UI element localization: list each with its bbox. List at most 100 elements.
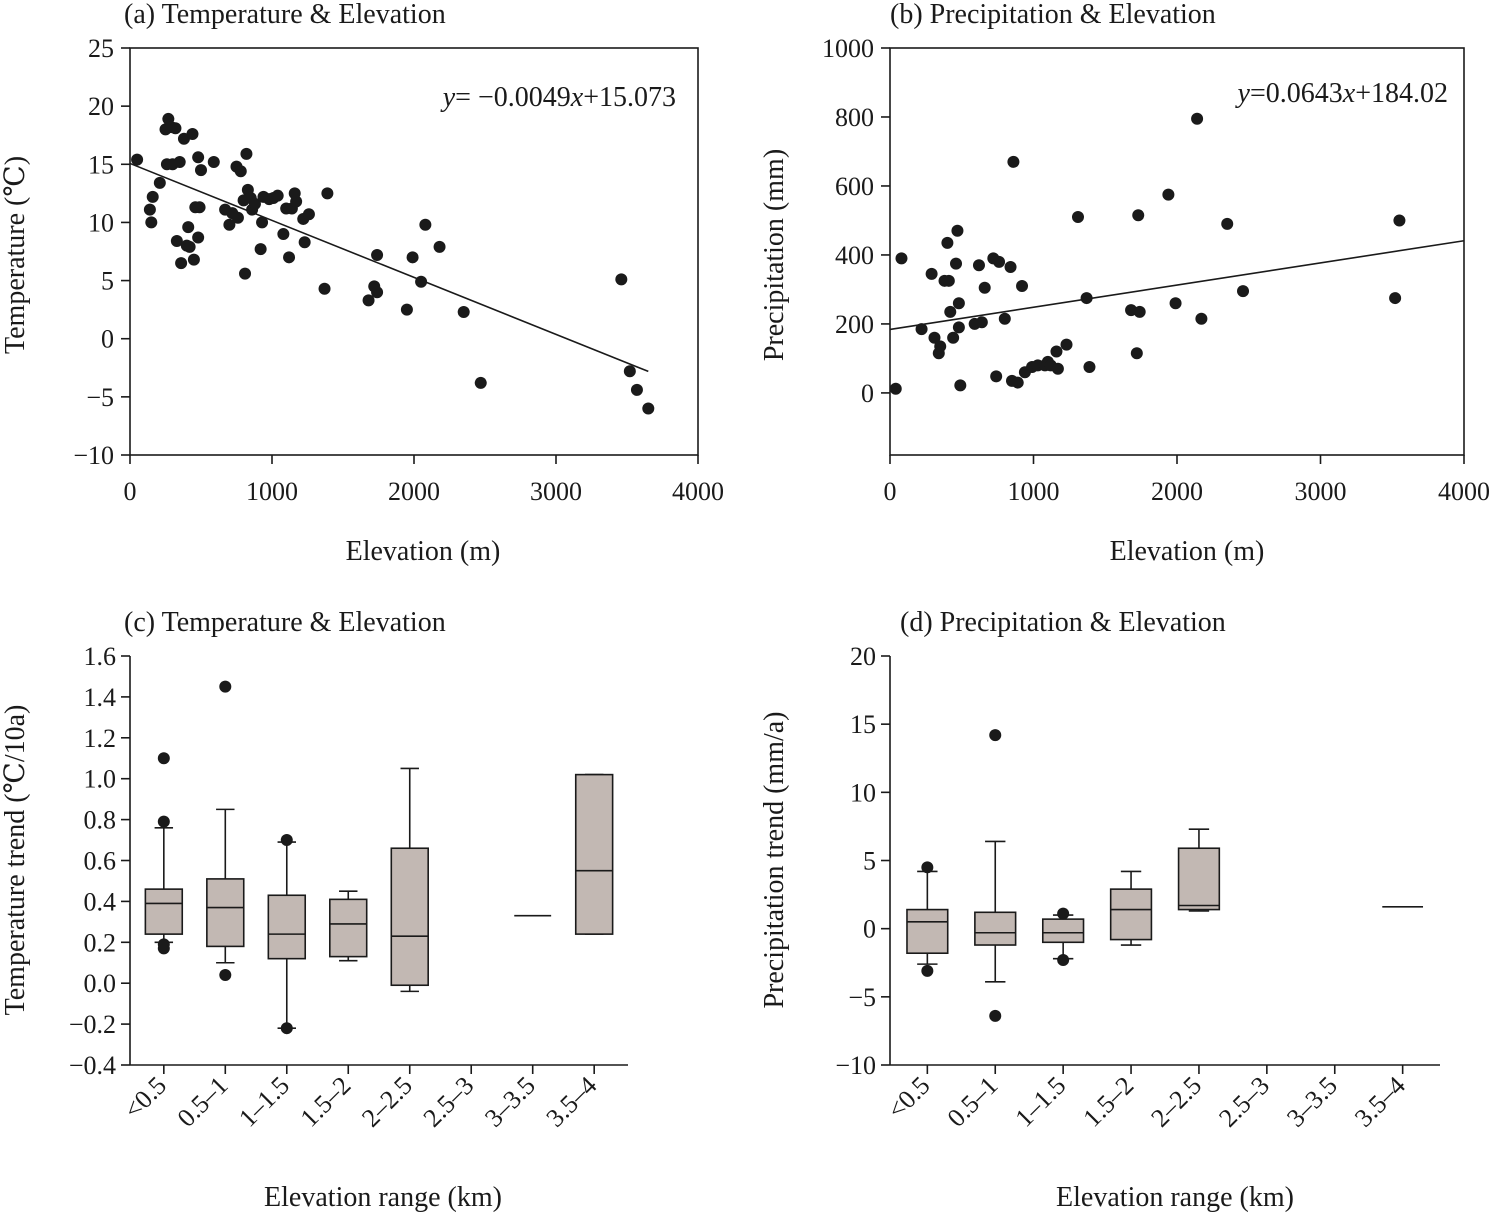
data-point bbox=[1162, 188, 1175, 201]
data-point bbox=[474, 376, 487, 389]
data-point bbox=[419, 218, 432, 231]
data-point bbox=[193, 201, 206, 214]
data-point bbox=[254, 243, 267, 256]
y-tick-label: 20 bbox=[850, 642, 876, 671]
y-tick-label: 0.6 bbox=[84, 847, 117, 876]
box-iqr bbox=[329, 898, 368, 958]
data-point bbox=[192, 151, 205, 164]
x-tick-label: 2.5–3 bbox=[1213, 1071, 1275, 1133]
outlier-point bbox=[989, 1009, 1002, 1022]
outlier-point bbox=[157, 938, 170, 951]
data-point bbox=[415, 275, 428, 288]
outlier-point bbox=[280, 834, 293, 847]
data-point bbox=[143, 203, 156, 216]
data-point bbox=[928, 331, 941, 344]
data-point bbox=[173, 155, 186, 168]
x-tick-label: 3000 bbox=[530, 477, 582, 506]
y-tick-label: 600 bbox=[835, 172, 874, 201]
data-point bbox=[993, 255, 1006, 268]
x-tick-label: 3–3.5 bbox=[1281, 1071, 1343, 1133]
data-point bbox=[1016, 279, 1029, 292]
outlier-point bbox=[219, 969, 232, 982]
y-tick-label: 0 bbox=[101, 325, 114, 354]
data-point bbox=[623, 365, 636, 378]
y-tick-label: 20 bbox=[88, 92, 114, 121]
data-point bbox=[234, 165, 247, 178]
box-iqr bbox=[206, 878, 245, 948]
data-point bbox=[1050, 345, 1063, 358]
y-tick-label: −0.2 bbox=[69, 1010, 116, 1039]
y-tick-label: 15 bbox=[88, 150, 114, 179]
data-point bbox=[1060, 338, 1073, 351]
panel-c-temperature-trend-box: (c) Temperature & Elevation Elevation ra… bbox=[0, 607, 628, 1213]
data-point bbox=[1393, 214, 1406, 227]
box-iqr bbox=[267, 894, 307, 960]
panel-a-ylabel: Temperature (℃) bbox=[0, 156, 31, 354]
data-point bbox=[371, 248, 384, 261]
panel-d-ylabel: Precipitation trend (mm/a) bbox=[759, 711, 790, 1008]
data-point bbox=[998, 312, 1011, 325]
y-tick-label: 25 bbox=[88, 34, 114, 63]
data-point bbox=[889, 382, 902, 395]
data-point bbox=[302, 208, 315, 221]
data-point bbox=[457, 305, 470, 318]
box-iqr bbox=[574, 773, 614, 935]
data-point bbox=[400, 303, 413, 316]
data-point bbox=[239, 267, 252, 280]
y-tick-label: 10 bbox=[850, 778, 876, 807]
y-tick-label: 200 bbox=[835, 310, 874, 339]
data-point bbox=[1221, 217, 1234, 230]
data-point bbox=[186, 128, 199, 141]
box-iqr bbox=[390, 847, 429, 987]
data-point bbox=[256, 216, 269, 229]
data-point bbox=[175, 257, 188, 270]
y-tick-label: 1.0 bbox=[84, 765, 117, 794]
x-tick-label: 2–2.5 bbox=[356, 1071, 418, 1133]
y-tick-label: 10 bbox=[88, 208, 114, 237]
data-point bbox=[951, 224, 964, 237]
data-point bbox=[944, 305, 957, 318]
data-point bbox=[615, 273, 628, 286]
data-point bbox=[1007, 155, 1020, 168]
data-point bbox=[321, 187, 334, 200]
data-point bbox=[942, 274, 955, 287]
data-point bbox=[145, 216, 158, 229]
plot-frame bbox=[889, 47, 1465, 456]
outlier-point bbox=[157, 752, 170, 765]
data-point bbox=[131, 153, 144, 166]
y-tick-label: −10 bbox=[835, 1051, 876, 1080]
y-tick-label: 1.6 bbox=[84, 642, 117, 671]
data-point bbox=[271, 189, 284, 202]
box-iqr bbox=[906, 908, 949, 955]
data-point bbox=[406, 251, 419, 264]
data-point bbox=[248, 197, 261, 210]
data-point bbox=[277, 228, 290, 241]
x-tick-label: 1.5–2 bbox=[295, 1071, 357, 1133]
data-point bbox=[240, 147, 253, 160]
panel-b-xlabel: Elevation (m) bbox=[1110, 536, 1265, 567]
outlier-point bbox=[1057, 907, 1070, 920]
panel-b-equation: y=0.0643x+184.02 bbox=[1235, 78, 1448, 109]
panel-b-title: (b) Precipitation & Elevation bbox=[890, 0, 1216, 30]
outlier-point bbox=[280, 1022, 293, 1035]
data-point bbox=[1080, 292, 1093, 305]
data-point bbox=[1132, 209, 1145, 222]
data-point bbox=[915, 323, 928, 336]
data-point bbox=[1191, 112, 1204, 125]
data-point bbox=[290, 195, 303, 208]
x-tick-label: 2–2.5 bbox=[1145, 1071, 1207, 1133]
y-tick-label: 0.8 bbox=[84, 806, 117, 835]
panel-b-ylabel: Precipitation (mm) bbox=[759, 149, 790, 361]
outlier-point bbox=[219, 680, 232, 693]
data-point bbox=[941, 236, 954, 249]
data-point bbox=[975, 316, 988, 329]
outlier-point bbox=[989, 729, 1002, 742]
data-point bbox=[1130, 347, 1143, 360]
data-point bbox=[298, 236, 311, 249]
panel-d-xlabel: Elevation range (km) bbox=[1056, 1182, 1294, 1213]
panel-a-title: (a) Temperature & Elevation bbox=[124, 0, 446, 30]
y-tick-label: −10 bbox=[73, 441, 114, 470]
outlier-point bbox=[157, 815, 170, 828]
regression-line bbox=[889, 239, 1465, 331]
data-point bbox=[925, 267, 938, 280]
